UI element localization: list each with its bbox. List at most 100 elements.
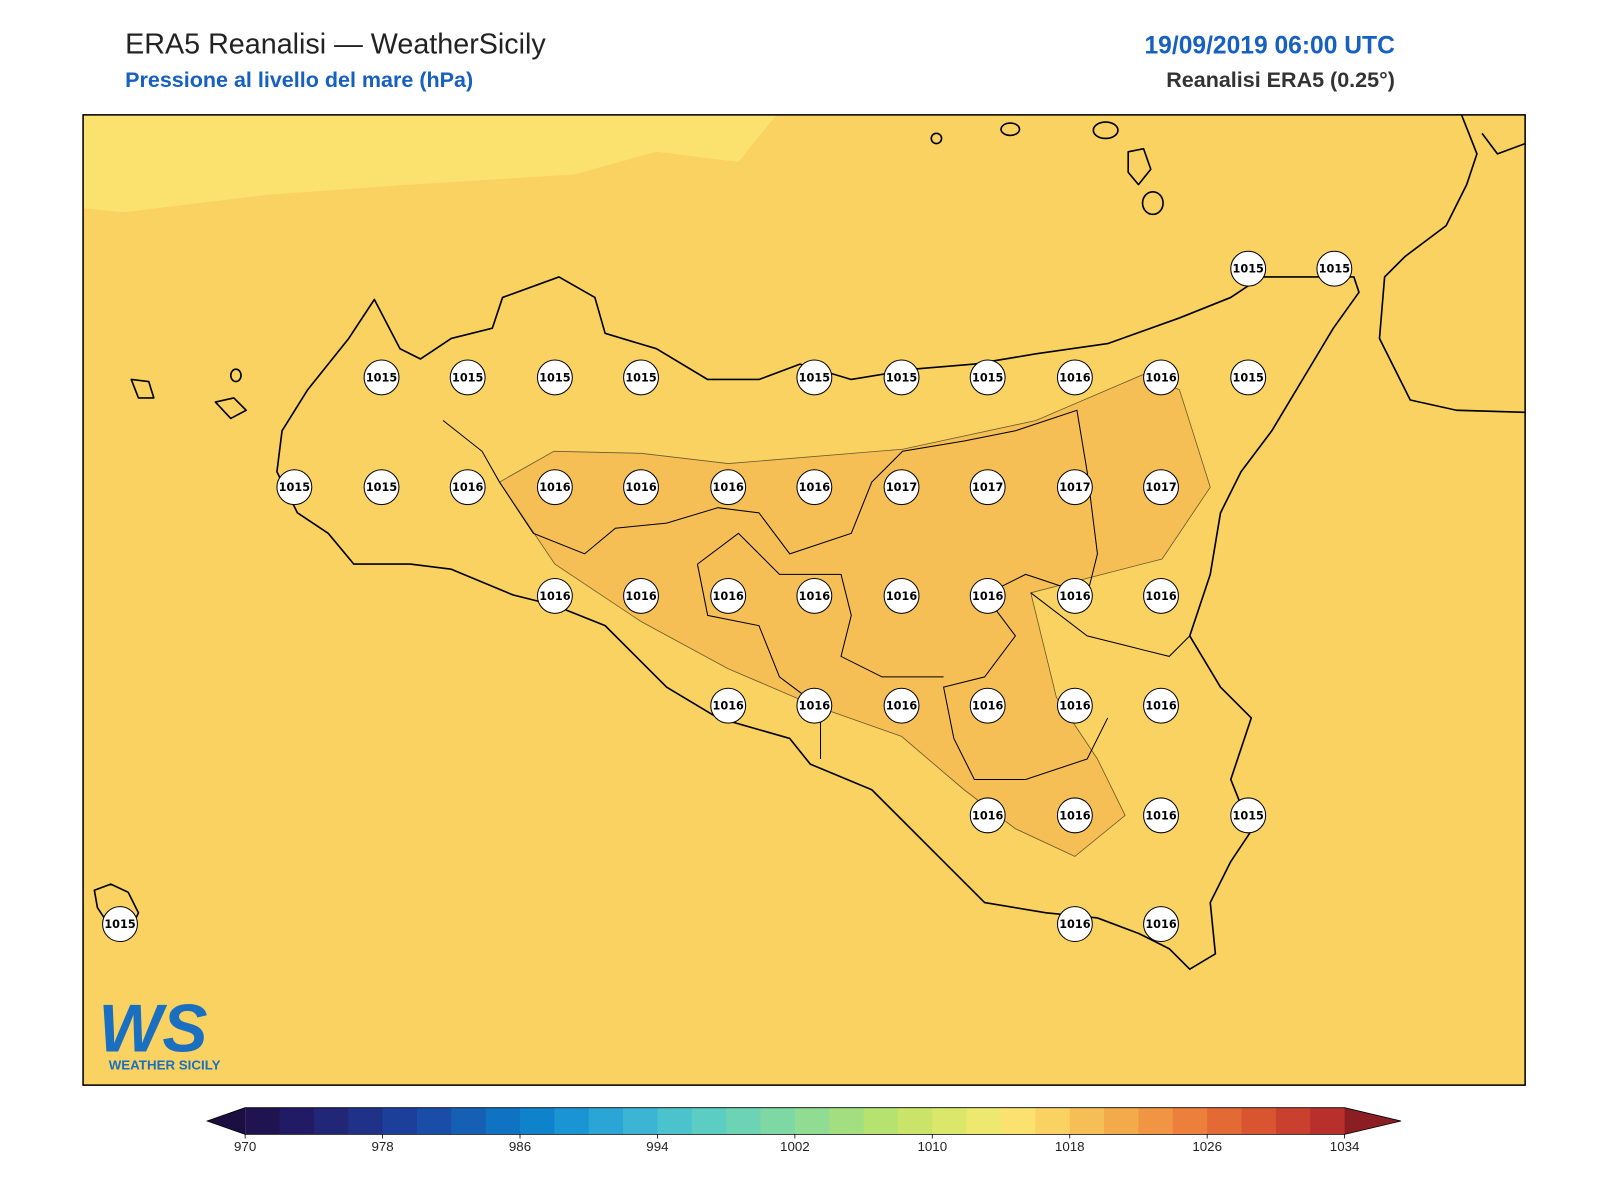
colorbar-segment bbox=[794, 1107, 830, 1135]
station-value: 1017 bbox=[1145, 481, 1176, 494]
station-value: 1016 bbox=[625, 590, 657, 603]
colorbar-tick-label: 1010 bbox=[917, 1139, 947, 1154]
station-marker bbox=[1056, 906, 1093, 943]
colorbar-segment bbox=[588, 1107, 624, 1135]
station-marker bbox=[1143, 906, 1179, 943]
station-value: 1016 bbox=[1059, 809, 1091, 822]
map-frame bbox=[82, 114, 1526, 1086]
island bbox=[229, 368, 242, 383]
station-value: 1016 bbox=[1145, 371, 1177, 384]
colorbar-segment bbox=[245, 1107, 280, 1135]
colorbar-segment bbox=[1241, 1107, 1277, 1135]
colorbar-segment bbox=[691, 1107, 727, 1135]
colorbar-segment bbox=[760, 1107, 796, 1135]
station-value: 1015 bbox=[279, 481, 311, 494]
colorbar-segment bbox=[279, 1107, 315, 1135]
colorbar-segment bbox=[382, 1107, 418, 1135]
station-marker bbox=[1056, 687, 1093, 724]
station-value: 1016 bbox=[799, 700, 831, 713]
station-marker bbox=[969, 469, 1006, 506]
colorbar-segment bbox=[1035, 1107, 1071, 1135]
station-value: 1016 bbox=[625, 481, 657, 494]
subtitle: Pressione al livello del mare (hPa) bbox=[125, 68, 473, 92]
station-marker bbox=[710, 577, 747, 614]
colorbar-segment bbox=[932, 1107, 968, 1135]
calabria-coastline bbox=[1378, 114, 1526, 414]
station-marker bbox=[276, 469, 313, 506]
colorbar-segment bbox=[1310, 1107, 1346, 1135]
station-marker bbox=[969, 687, 1006, 724]
colorbar-segment bbox=[829, 1107, 865, 1135]
station-value: 1016 bbox=[1059, 371, 1091, 384]
island bbox=[130, 378, 155, 399]
colorbar-segment bbox=[416, 1107, 452, 1135]
station-value: 1015 bbox=[1233, 809, 1265, 822]
colorbar-segment bbox=[1275, 1107, 1311, 1135]
island bbox=[214, 397, 247, 420]
station-marker bbox=[1143, 687, 1179, 724]
pressure-band-low bbox=[83, 114, 777, 213]
station-marker bbox=[796, 687, 833, 724]
island bbox=[1092, 121, 1119, 140]
station-value: 1015 bbox=[625, 371, 657, 384]
station-marker bbox=[883, 687, 920, 724]
colorbar-segment bbox=[1104, 1107, 1139, 1135]
province-border bbox=[1030, 592, 1191, 657]
station-value: 1016 bbox=[1145, 918, 1177, 931]
colorbar-segment bbox=[1138, 1107, 1174, 1135]
colorbar-segment bbox=[1069, 1107, 1105, 1135]
station-marker bbox=[1230, 359, 1267, 396]
station-value: 1016 bbox=[1059, 918, 1091, 931]
colorbar-segment bbox=[348, 1107, 384, 1135]
colorbar-segment bbox=[313, 1107, 349, 1135]
colorbar-extend-high bbox=[1344, 1107, 1402, 1135]
station-marker bbox=[623, 469, 659, 506]
station-value: 1016 bbox=[886, 700, 918, 713]
station-marker bbox=[1316, 250, 1353, 287]
colorbar-tick-label: 1034 bbox=[1330, 1139, 1360, 1154]
station-value: 1017 bbox=[886, 481, 917, 494]
station-marker bbox=[796, 577, 833, 614]
station-value: 1015 bbox=[1319, 263, 1351, 276]
station-marker bbox=[1056, 797, 1093, 834]
colorbar-tick-label: 986 bbox=[509, 1139, 531, 1154]
colorbar-segment bbox=[1207, 1107, 1243, 1135]
station-value: 1016 bbox=[799, 481, 831, 494]
station-marker bbox=[623, 577, 659, 614]
colorbar-segment bbox=[520, 1107, 555, 1135]
station-value: 1016 bbox=[539, 481, 571, 494]
colorbar-extend-low bbox=[207, 1107, 246, 1135]
station-value: 1016 bbox=[1059, 700, 1091, 713]
station-value: 1017 bbox=[1059, 481, 1090, 494]
station-value: 1015 bbox=[1233, 263, 1265, 276]
station-value: 1016 bbox=[713, 481, 745, 494]
colorbar-segment bbox=[554, 1107, 590, 1135]
island bbox=[1000, 122, 1021, 137]
colorbar-tick-label: 970 bbox=[234, 1139, 256, 1154]
station-value: 1015 bbox=[104, 918, 136, 931]
station-marker bbox=[1230, 250, 1267, 287]
station-marker bbox=[1143, 359, 1179, 396]
station-value: 1016 bbox=[972, 809, 1004, 822]
calabria-coastline-north bbox=[1481, 132, 1526, 155]
station-value: 1016 bbox=[972, 700, 1004, 713]
station-marker bbox=[363, 359, 400, 396]
title: ERA5 Reanalisi — WeatherSicily bbox=[125, 28, 546, 60]
logo-name: WEATHER SICILY bbox=[109, 1058, 221, 1073]
station-value: 1016 bbox=[1145, 590, 1177, 603]
colorbar-segment bbox=[485, 1107, 521, 1135]
station-marker bbox=[536, 577, 573, 614]
island bbox=[1141, 190, 1164, 216]
colorbar-tick-label: 994 bbox=[646, 1139, 669, 1154]
logo: WS WEATHER SICILY bbox=[98, 991, 220, 1072]
colorbar-segment bbox=[623, 1107, 658, 1135]
station-marker bbox=[449, 359, 486, 396]
station-value: 1016 bbox=[886, 590, 918, 603]
station-value: 1015 bbox=[799, 371, 831, 384]
station-marker bbox=[536, 359, 573, 396]
station-marker bbox=[969, 797, 1006, 834]
station-marker bbox=[883, 469, 920, 506]
station-value: 1015 bbox=[366, 371, 398, 384]
station-value: 1016 bbox=[539, 590, 571, 603]
